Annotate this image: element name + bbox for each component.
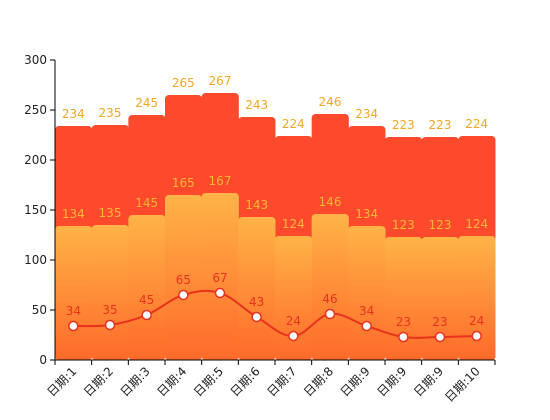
mid-bar-label: 135: [99, 206, 122, 220]
mid-bar: [458, 236, 496, 360]
mid-bar-label: 124: [465, 217, 488, 231]
total-bar-label: 246: [319, 95, 342, 109]
y-tick-label: 100: [24, 253, 47, 267]
mid-bar: [385, 237, 423, 360]
y-tick-label: 200: [24, 153, 47, 167]
line-point: [104, 319, 116, 331]
x-tick-label: 日期:7: [264, 364, 299, 399]
line-point-label: 46: [322, 292, 337, 306]
total-bar-label: 235: [99, 106, 122, 120]
x-tick-label: 日期:2: [81, 364, 116, 399]
y-tick-label: 150: [24, 203, 47, 217]
line-point-label: 34: [66, 304, 81, 318]
total-bar-label: 234: [62, 107, 85, 121]
x-tick-label: 日期:8: [301, 364, 336, 399]
mid-bar-label: 167: [209, 174, 232, 188]
total-bar-label: 224: [465, 117, 488, 131]
line-point: [361, 320, 372, 332]
mid-bar-label: 145: [135, 196, 158, 210]
line-point: [398, 331, 409, 343]
line-point-label: 65: [176, 273, 191, 287]
mid-bar: [91, 225, 129, 360]
line-point: [288, 330, 299, 342]
line-point: [68, 320, 79, 332]
x-tick-label: 日期:6: [228, 364, 263, 399]
line-point-label: 34: [359, 304, 374, 318]
mid-bar: [275, 236, 313, 360]
mid-bar-label: 143: [245, 198, 268, 212]
line-point-label: 45: [139, 293, 154, 307]
line-point-label: 35: [102, 303, 117, 317]
x-tick-label: 日期:5: [191, 364, 226, 399]
y-tick-label: 0: [39, 353, 47, 367]
mid-bar-label: 123: [429, 218, 452, 232]
line-point: [214, 287, 226, 299]
x-tick-label: 日期:9: [338, 364, 373, 399]
x-tick-label: 日期:4: [154, 364, 189, 399]
total-bar-label: 223: [429, 118, 452, 132]
total-bar-label: 265: [172, 76, 195, 90]
line-point-label: 67: [212, 271, 227, 285]
line-point-label: 24: [286, 314, 301, 328]
line-point-label: 24: [469, 314, 484, 328]
mid-bar: [348, 226, 386, 360]
mid-bar-label: 146: [319, 195, 342, 209]
x-tick-label: 日期:10: [442, 364, 483, 405]
mid-bar: [55, 226, 93, 360]
mid-bar-label: 123: [392, 218, 415, 232]
x-tick-label: 日期:9: [374, 364, 409, 399]
line-point-label: 43: [249, 295, 264, 309]
x-tick-label: 日期:9: [411, 364, 446, 399]
y-tick-label: 300: [24, 53, 47, 67]
total-bar-label: 224: [282, 117, 305, 131]
mid-bar: [311, 214, 349, 360]
x-tick-label: 日期:1: [44, 364, 79, 399]
total-bar-label: 234: [355, 107, 378, 121]
line-series: [68, 287, 482, 343]
line-point: [251, 311, 262, 323]
mid-bar-label: 165: [172, 176, 195, 190]
mid-bar: [165, 195, 203, 360]
line-point: [434, 331, 446, 343]
total-bar-label: 245: [135, 96, 158, 110]
mid-bar-label: 124: [282, 217, 305, 231]
y-tick-label: 250: [24, 103, 47, 117]
mid-bar-label: 134: [62, 207, 85, 221]
line-point: [141, 309, 152, 321]
line-point: [471, 330, 482, 342]
line-point-label: 23: [432, 315, 447, 329]
mid-bar: [238, 217, 276, 360]
mid-bar: [128, 215, 166, 360]
mid-bar: [201, 193, 239, 360]
line-point-label: 23: [396, 315, 411, 329]
mid-bar-label: 134: [355, 207, 378, 221]
mid-bar: [421, 237, 459, 360]
line-point: [178, 289, 189, 301]
line-point: [324, 308, 336, 320]
total-bar-label: 243: [245, 98, 268, 112]
data-labels: 234 134 34 235 135 35 245 145 45 265 165 65 267 167 67…: [62, 74, 488, 329]
x-tick-label: 日期:3: [118, 364, 153, 399]
total-bar-label: 223: [392, 118, 415, 132]
total-bar-label: 267: [209, 74, 232, 88]
y-tick-label: 50: [32, 303, 47, 317]
